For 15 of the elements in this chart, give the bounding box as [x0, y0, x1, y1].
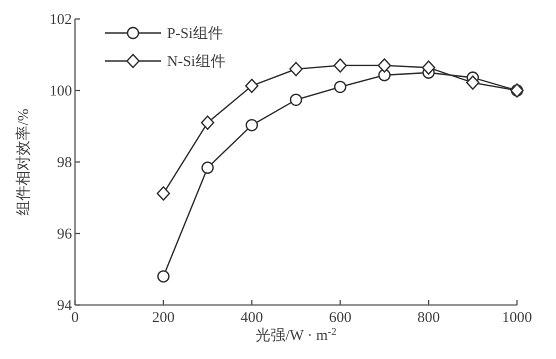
y-tick-label: 98 — [57, 155, 72, 171]
x-tick-label: 200 — [152, 310, 175, 326]
x-axis-title: 光强/W · m$^{-2}$ — [256, 326, 336, 344]
x-tick-label: 1000 — [502, 310, 532, 326]
y-axis-title: 组件相对效率/% — [15, 108, 32, 216]
y-tick-label: 100 — [50, 84, 72, 100]
y-tick-label: 94 — [57, 298, 72, 314]
legend-label: N-Si组件 — [167, 53, 226, 70]
legend-label: P-Si组件 — [167, 25, 223, 42]
x-tick-label: 400 — [240, 310, 264, 326]
x-tick-label: 800 — [417, 310, 440, 326]
x-tick-label: 600 — [328, 310, 352, 326]
x-tick-label: 0 — [71, 310, 79, 326]
y-tick-label: 96 — [57, 226, 72, 242]
y-tick-label: 102 — [50, 12, 72, 28]
